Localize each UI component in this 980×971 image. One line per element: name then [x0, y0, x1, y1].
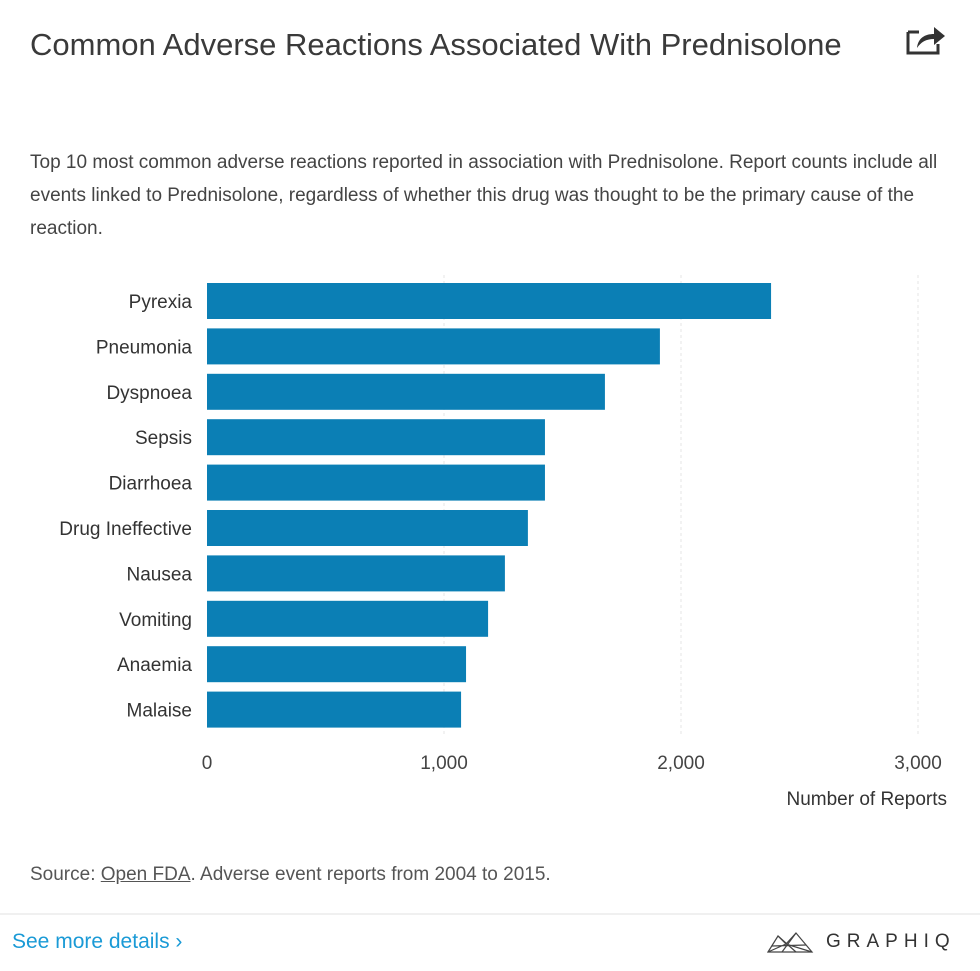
category-label: Pneumonia [96, 337, 193, 358]
category-label: Nausea [127, 564, 193, 585]
bar [207, 691, 462, 728]
category-label: Pyrexia [129, 292, 193, 313]
footer-divider [0, 913, 980, 915]
category-label: Malaise [127, 701, 192, 722]
graphiq-logo: GRAPHIQ [766, 930, 956, 954]
category-label: Vomiting [119, 610, 192, 631]
x-axis-title: Number of Reports [786, 789, 947, 810]
category-label: Diarrhoea [109, 474, 193, 495]
bar [207, 373, 605, 410]
bar-chart: 0 1,000 2,000 3,000 Pyrexia Pneumonia Dyspnoea… [59, 275, 942, 774]
graphiq-logo-icon [766, 932, 814, 953]
source-suffix: . Adverse event reports from 2004 to 201… [190, 864, 551, 885]
category-label: Drug Ineffective [59, 519, 192, 540]
category-label: Anaemia [117, 655, 192, 676]
see-more-details-link[interactable]: See more details › [12, 930, 183, 953]
category-label: Dyspnoea [106, 383, 192, 404]
source-prefix: Source: [30, 864, 101, 885]
bar [207, 600, 489, 637]
bar [207, 283, 772, 319]
source-note: Source: Open FDA. Adverse event reports … [30, 864, 551, 886]
bar [207, 328, 660, 365]
bar [207, 419, 545, 456]
share-icon[interactable] [905, 22, 947, 56]
open-fda-link[interactable]: Open FDA [100, 864, 191, 885]
x-tick-label: 1,000 [420, 753, 468, 774]
bar [207, 555, 505, 592]
bar [207, 646, 467, 683]
chart-title: Common Adverse Reactions Associated With… [30, 27, 842, 62]
graphiq-logo-text: GRAPHIQ [826, 931, 956, 952]
bar [207, 464, 545, 501]
chart-subtitle: Top 10 most common adverse reactions rep… [30, 152, 938, 239]
x-tick-label: 0 [202, 753, 213, 774]
bar [207, 510, 528, 546]
x-tick-label: 3,000 [894, 753, 942, 774]
x-tick-label: 2,000 [657, 753, 705, 774]
category-label: Sepsis [135, 428, 192, 449]
